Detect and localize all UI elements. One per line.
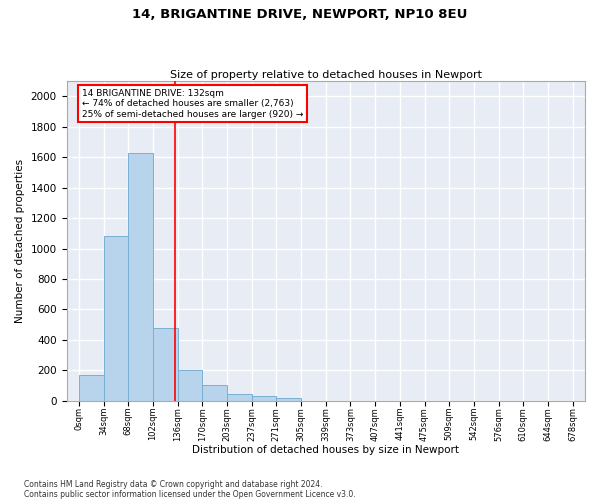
Bar <box>277 398 301 400</box>
Bar <box>79 376 104 400</box>
Text: 14, BRIGANTINE DRIVE, NEWPORT, NP10 8EU: 14, BRIGANTINE DRIVE, NEWPORT, NP10 8EU <box>133 8 467 20</box>
Bar <box>251 396 277 400</box>
Text: 14 BRIGANTINE DRIVE: 132sqm
← 74% of detached houses are smaller (2,763)
25% of : 14 BRIGANTINE DRIVE: 132sqm ← 74% of det… <box>82 89 303 118</box>
Bar <box>104 236 128 400</box>
Text: Contains HM Land Registry data © Crown copyright and database right 2024.
Contai: Contains HM Land Registry data © Crown c… <box>24 480 356 499</box>
Bar <box>202 386 227 400</box>
Bar <box>128 152 153 400</box>
Y-axis label: Number of detached properties: Number of detached properties <box>15 159 25 323</box>
Bar <box>227 394 251 400</box>
Bar <box>178 370 202 400</box>
Title: Size of property relative to detached houses in Newport: Size of property relative to detached ho… <box>170 70 482 81</box>
X-axis label: Distribution of detached houses by size in Newport: Distribution of detached houses by size … <box>192 445 459 455</box>
Bar <box>153 328 178 400</box>
